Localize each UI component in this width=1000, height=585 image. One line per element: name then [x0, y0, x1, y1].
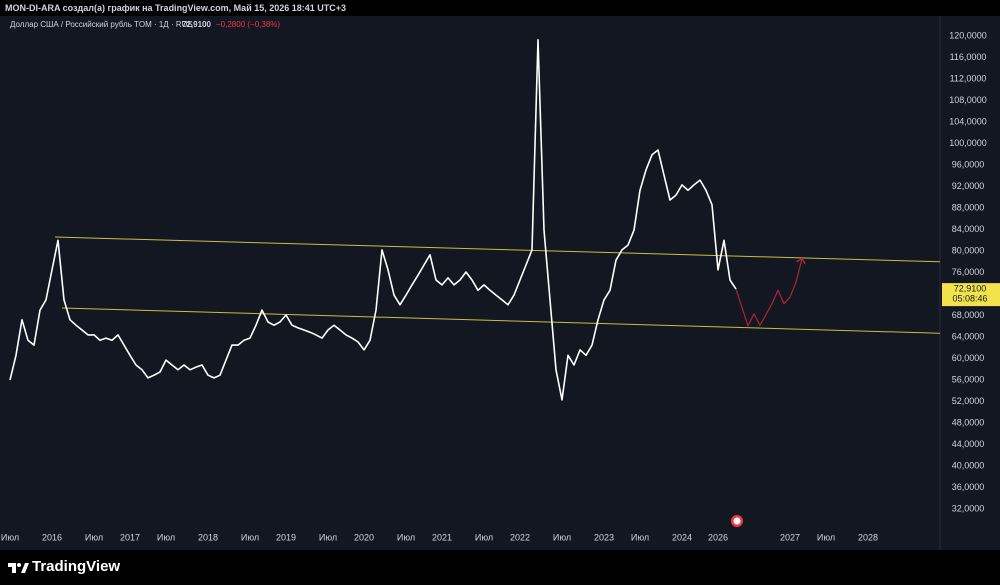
y-tick-label: 48,0000 — [952, 417, 985, 427]
x-tick-label: 2019 — [276, 532, 296, 542]
header-price: 72,9100 — [182, 20, 211, 29]
chart-panel — [0, 16, 1000, 550]
y-tick-label: 84,0000 — [952, 224, 985, 234]
event-flag-inner — [733, 517, 741, 525]
y-tick-label: 76,0000 — [952, 267, 985, 277]
logo — [8, 563, 29, 573]
x-tick-label: Июл — [157, 532, 175, 542]
y-tick-label: 64,0000 — [952, 331, 985, 341]
y-tick-label: 40,0000 — [952, 460, 985, 470]
x-tick-label: Июл — [85, 532, 103, 542]
y-tick-label: 92,0000 — [952, 181, 985, 191]
countdown: 05:08:46 — [952, 294, 987, 304]
x-tick-label: 2022 — [510, 532, 530, 542]
x-tick-label: 2023 — [594, 532, 614, 542]
y-tick-label: 88,0000 — [952, 202, 985, 212]
y-tick-label: 96,0000 — [952, 159, 985, 169]
y-tick-label: 116,0000 — [950, 52, 987, 62]
x-tick-label: Июл — [241, 532, 259, 542]
x-tick-label: 2016 — [42, 532, 62, 542]
x-tick-label: 2026 — [708, 532, 728, 542]
price-line — [9, 39, 737, 401]
trendline — [54, 236, 941, 263]
y-tick-label: 108,0000 — [949, 95, 987, 105]
symbol: Доллар США / Российский рубль TOM · 1Д ·… — [10, 20, 193, 29]
y-tick-label: 100,0000 — [949, 138, 987, 148]
projection-line — [735, 259, 802, 327]
y-tick-label: 44,0000 — [952, 439, 985, 449]
brand: TradingView — [32, 558, 120, 575]
x-tick-label: Июл — [319, 532, 337, 542]
y-tick-label: 56,0000 — [952, 374, 985, 384]
x-tick-label: 2027 — [780, 532, 800, 542]
last-price-label: 72,9100 — [954, 284, 987, 294]
y-tick-label: 68,0000 — [952, 310, 985, 320]
y-tick-label: 112,0000 — [950, 73, 987, 83]
y-tick-label: 120,0000 — [949, 30, 987, 40]
x-tick-label: Июл — [817, 532, 835, 542]
x-tick-label: 2018 — [198, 532, 218, 542]
trendline — [62, 307, 941, 334]
y-tick-label: 32,0000 — [952, 503, 985, 513]
x-tick-label: Июл — [475, 532, 493, 542]
x-tick-label: Июл — [397, 532, 415, 542]
last-price-box — [942, 283, 1000, 307]
x-tick-label: 2028 — [858, 532, 878, 542]
y-tick-label: 52,0000 — [952, 396, 985, 406]
x-tick-label: 2017 — [120, 532, 140, 542]
x-tick-label: 2024 — [672, 532, 692, 542]
y-tick-label: 80,0000 — [952, 245, 985, 255]
x-tick-label: Июл — [631, 532, 649, 542]
x-tick-label: 2021 — [432, 532, 452, 542]
x-tick-label: Июл — [553, 532, 571, 542]
author-line: MON-DI-ARA создал(а) график на TradingVi… — [5, 3, 347, 13]
header-change: −0,2800 (−0,38%) — [216, 20, 280, 29]
y-tick-label: 36,0000 — [952, 482, 985, 492]
y-tick-label: 60,0000 — [952, 353, 985, 363]
x-tick-label: Июл — [1, 532, 19, 542]
y-tick-label: 104,0000 — [949, 116, 987, 126]
x-tick-label: 2020 — [354, 532, 374, 542]
